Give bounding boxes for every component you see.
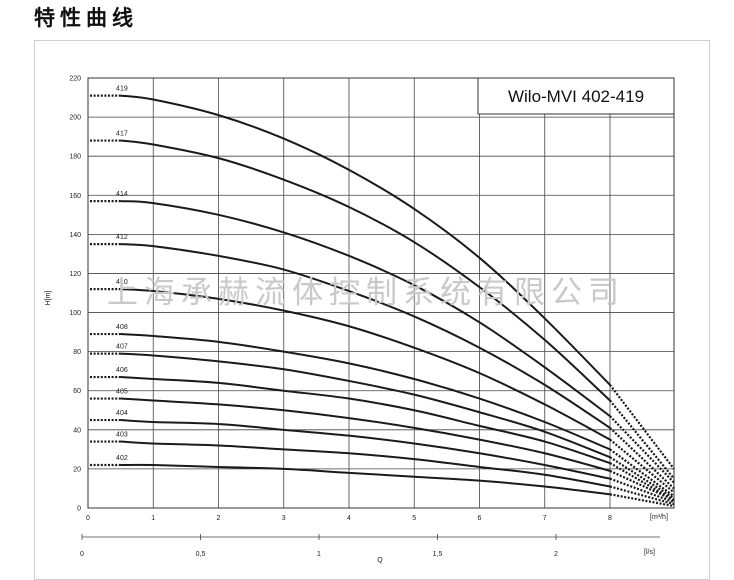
curve-405 [120,397,611,472]
x-tick-label-5: 5 [412,515,416,522]
curve-408 [120,333,611,451]
secondary-tick-label-0: 0 [80,551,84,558]
secondary-axis-ticks: 0 0,5 1 1,5 2 [80,534,558,558]
x-tick-label-0: 0 [86,515,90,522]
curve-407-end-dotted [609,456,675,500]
secondary-tick-label-1: 0,5 [196,551,206,558]
model-label: Wilo-MVI 402-419 [508,87,644,106]
y-tick-label-60: 60 [73,388,81,395]
watermark: 上海承赫流体控制系统有限公司 [107,275,625,311]
secondary-axis-unit: [l/s] [644,549,655,556]
curve-label-404: 404 [116,410,128,417]
curve-403-end-dotted [609,485,675,506]
x-tick-label-7: 7 [543,515,547,522]
y-tick-label-80: 80 [73,349,81,356]
secondary-tick-label-2: 1 [317,551,321,558]
y-tick-label-160: 160 [69,193,81,200]
secondary-tick-label-3: 1,5 [433,551,443,558]
curve-label-408: 408 [116,324,128,331]
curve-407 [120,352,611,459]
x-tick-label-8: 8 [608,515,612,522]
curve-label-412: 412 [116,234,128,241]
x-axis-ticks: 0 1 2 3 4 5 6 7 8 [86,515,612,522]
y-tick-label-100: 100 [69,310,81,317]
curves [90,94,675,508]
curve-408-end-dotted [609,448,675,498]
x-tick-label-3: 3 [282,515,286,522]
curve-label-403: 403 [116,432,128,439]
x-tick-label-1: 1 [151,515,155,522]
y-tick-label-180: 180 [69,154,81,161]
model-label-frame [477,77,675,115]
curve-412 [120,243,611,429]
curve-419 [120,94,611,386]
curve-405-end-dotted [609,469,675,502]
curve-410-end-dotted [609,438,675,494]
curve-410 [120,288,611,441]
curve-402 [120,463,611,496]
curve-label-402: 402 [116,455,128,462]
y-tick-label-40: 40 [73,427,81,434]
model-label-box: Wilo-MVI 402-419 [477,77,675,115]
y-tick-label-220: 220 [69,76,81,83]
x-tick-label-4: 4 [347,515,351,522]
curve-412-end-dotted [609,427,675,490]
curve-label-419: 419 [116,86,128,93]
x-tick-label-2: 2 [217,515,221,522]
y-tick-label-140: 140 [69,232,81,239]
curve-414 [120,200,611,417]
page-title: 特性曲线 [34,6,138,30]
curve-403 [120,440,611,488]
x-axis-unit: [m³/h] [650,514,668,521]
curve-414-end-dotted [609,415,675,484]
x-axis-label: Q [377,557,383,564]
curve-label-410: 410 [116,279,128,286]
curve-label-414: 414 [116,191,128,198]
y-axis-ticks: 0 20 40 60 80 100 120 140 160 180 200 220 [69,76,81,513]
curve-labels: 419 417 414 412 410 408 407 406 405 404 403 402 [116,86,128,462]
y-axis-label: H[m] [45,291,52,306]
curve-label-417: 417 [116,131,128,138]
y-tick-label-200: 200 [69,115,81,122]
y-tick-label-120: 120 [69,271,81,278]
curve-406 [120,376,611,464]
curve-404-end-dotted [609,477,675,504]
y-tick-label-20: 20 [73,466,81,473]
curve-417-end-dotted [609,399,675,480]
y-tick-label-0: 0 [77,506,81,513]
curve-417 [120,139,611,402]
curve-label-406: 406 [116,367,128,374]
curve-label-407: 407 [116,344,128,351]
secondary-tick-label-4: 2 [554,551,558,558]
x-tick-label-6: 6 [478,515,482,522]
curve-label-405: 405 [116,389,128,396]
curve-406-end-dotted [609,462,675,502]
curve-404 [120,419,611,480]
curve-419-end-dotted [609,384,675,470]
curve-402-end-dotted [609,493,675,508]
